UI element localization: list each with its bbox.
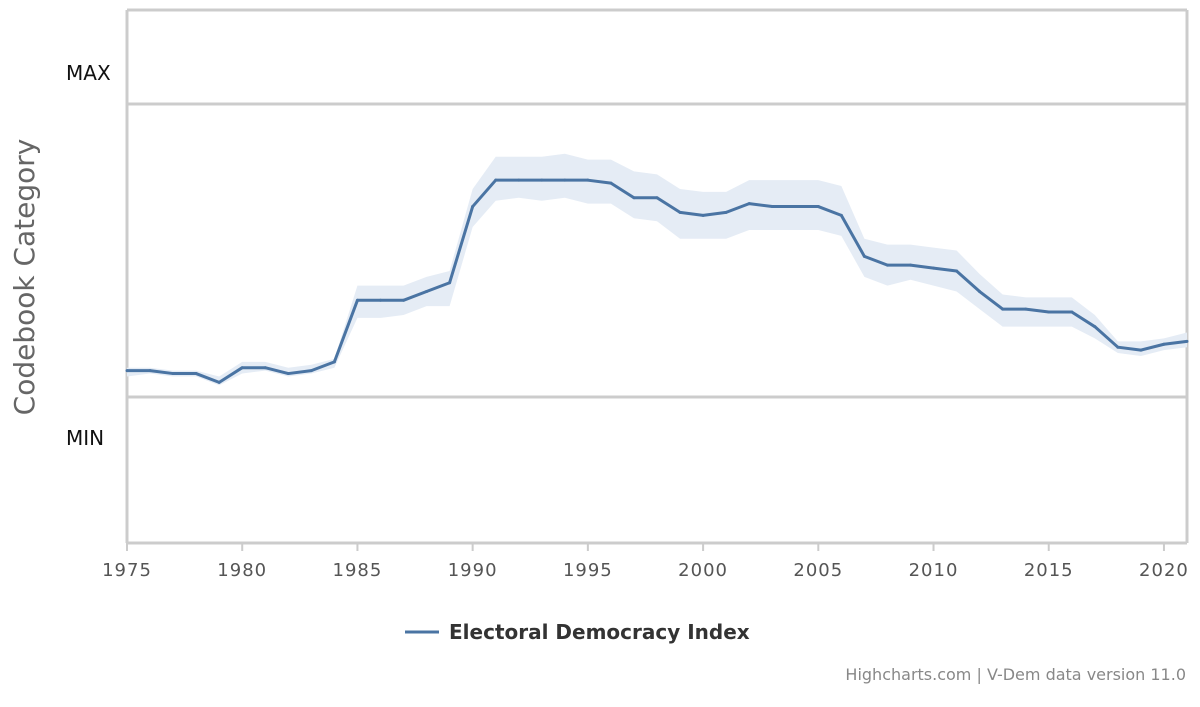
data-point[interactable] [586, 178, 590, 182]
data-point[interactable] [932, 266, 936, 270]
x-tick-label: 2005 [793, 560, 843, 581]
data-point[interactable] [655, 196, 659, 200]
data-point[interactable] [1116, 345, 1120, 349]
data-point[interactable] [240, 366, 244, 370]
y-category-labels: MAX MIN [66, 61, 111, 450]
data-point[interactable] [908, 263, 912, 267]
data-point[interactable] [978, 290, 982, 294]
data-point[interactable] [471, 205, 475, 209]
data-point[interactable] [194, 372, 198, 376]
x-tick-label: 2000 [678, 560, 728, 581]
data-point[interactable] [378, 298, 382, 302]
credits[interactable]: Highcharts.com | V-Dem data version 11.0 [845, 665, 1186, 684]
x-tick-label: 2020 [1139, 560, 1189, 581]
y-category-label-max: MAX [66, 61, 111, 85]
data-point[interactable] [839, 213, 843, 217]
data-point[interactable] [286, 372, 290, 376]
y-axis-label: Codebook Category [8, 139, 41, 416]
x-tick-label: 1975 [102, 560, 152, 581]
legend[interactable]: Electoral Democracy Index [405, 620, 750, 644]
data-point[interactable] [563, 178, 567, 182]
data-point[interactable] [148, 369, 152, 373]
plot-frame [125, 8, 1189, 545]
data-point[interactable] [217, 380, 221, 384]
data-point[interactable] [355, 298, 359, 302]
data-point[interactable] [701, 213, 705, 217]
data-point[interactable] [309, 369, 313, 373]
data-point[interactable] [125, 369, 129, 373]
data-point[interactable] [494, 178, 498, 182]
data-point[interactable] [402, 298, 406, 302]
legend-label[interactable]: Electoral Democracy Index [449, 620, 750, 644]
data-point[interactable] [678, 210, 682, 214]
data-point[interactable] [1070, 310, 1074, 314]
x-tick-label: 1990 [448, 560, 498, 581]
data-point[interactable] [425, 290, 429, 294]
data-point[interactable] [793, 205, 797, 209]
x-tick-label: 1985 [333, 560, 383, 581]
x-axis-ticks: 1975 1980 1985 1990 1995 2000 2005 2010 2015 2020 [102, 543, 1189, 581]
data-point[interactable] [540, 178, 544, 182]
data-point[interactable] [1047, 310, 1051, 314]
confidence-band [127, 153, 1187, 386]
x-tick-label: 1980 [217, 560, 267, 581]
data-point[interactable] [517, 178, 521, 182]
x-tick-label: 1995 [563, 560, 613, 581]
data-point[interactable] [955, 269, 959, 273]
data-point[interactable] [1093, 325, 1097, 329]
data-point[interactable] [816, 205, 820, 209]
data-point[interactable] [263, 366, 267, 370]
data-point[interactable] [632, 196, 636, 200]
data-point[interactable] [724, 210, 728, 214]
data-point[interactable] [609, 181, 613, 185]
data-point[interactable] [332, 360, 336, 364]
data-point[interactable] [171, 372, 175, 376]
confidence-bands [127, 153, 1187, 386]
y-category-label-min: MIN [66, 426, 104, 450]
data-point[interactable] [747, 202, 751, 206]
data-point[interactable] [1024, 307, 1028, 311]
data-point[interactable] [448, 281, 452, 285]
x-tick-label: 2015 [1024, 560, 1074, 581]
series-lines [125, 178, 1189, 384]
data-point[interactable] [1001, 307, 1005, 311]
data-point[interactable] [1162, 342, 1166, 346]
data-point[interactable] [1139, 348, 1143, 352]
data-point[interactable] [885, 263, 889, 267]
data-point[interactable] [1185, 339, 1189, 343]
data-point[interactable] [862, 254, 866, 258]
x-tick-label: 2010 [909, 560, 959, 581]
data-point[interactable] [770, 205, 774, 209]
